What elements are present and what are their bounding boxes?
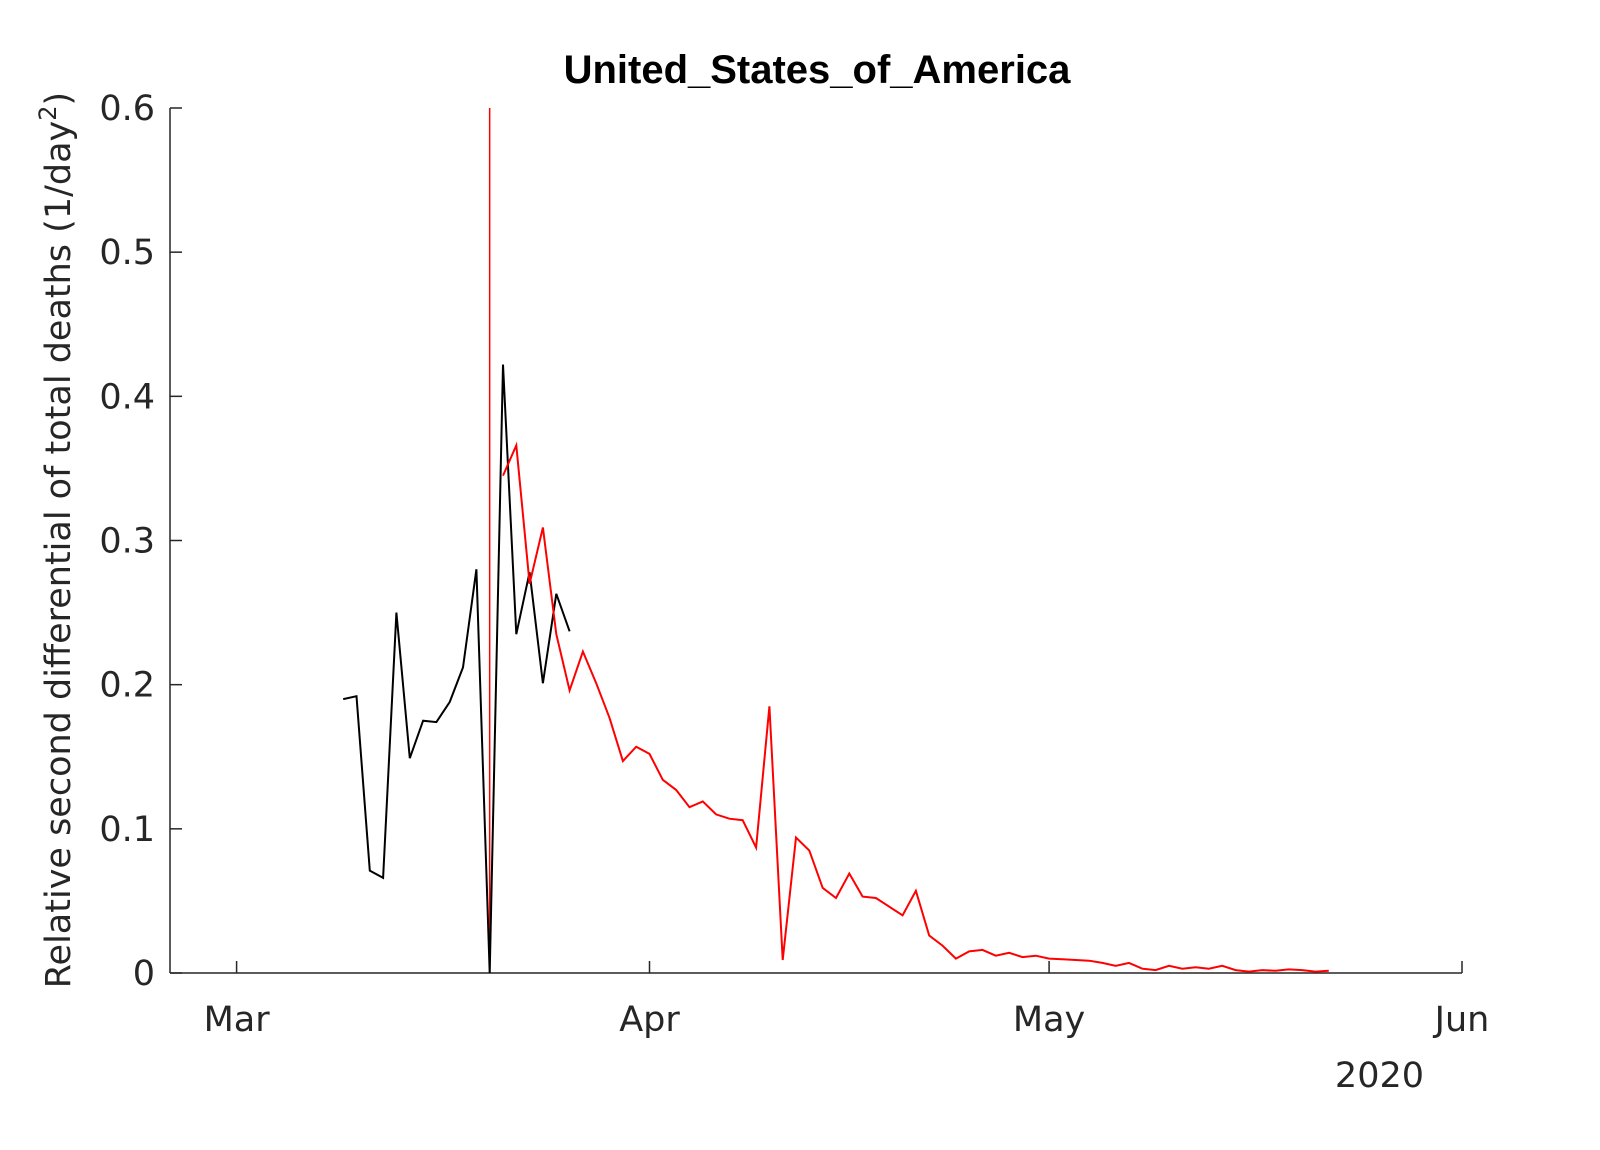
y-tick-label: 0.5 <box>99 233 155 273</box>
y-tick-label: 0.3 <box>99 522 155 562</box>
y-tick-label: 0.2 <box>99 666 155 706</box>
x-tick-label: Mar <box>204 1000 271 1040</box>
y-axis-label: Relative second differential of total de… <box>39 121 79 988</box>
x-tick-label: May <box>1013 1000 1085 1040</box>
svg-text:Relative second differential o: Relative second differential of total de… <box>34 92 79 988</box>
y-axis-label-superscript: 2 <box>34 105 62 120</box>
series-line-2 <box>502 441 1329 973</box>
y-tick-label: 0 <box>133 954 155 994</box>
axes <box>169 108 1462 974</box>
y-tick-label: 0.1 <box>99 810 155 850</box>
x-tick-label: Jun <box>1433 1000 1490 1040</box>
y-axis-label-close: ) <box>39 92 79 106</box>
y-tick-label: 0.4 <box>99 377 155 417</box>
x-ticks: Mar Apr May Jun <box>204 961 1490 1040</box>
y-tick-label: 0.6 <box>99 89 155 129</box>
y-ticks: 0 0.1 0.2 0.3 0.4 0.5 0.6 <box>99 89 182 994</box>
y-axis-title: Relative second differential of total de… <box>34 92 79 988</box>
series-line-1 <box>342 364 571 974</box>
x-tick-label: Apr <box>619 1000 680 1040</box>
chart-title: United_States_of_America <box>564 48 1072 92</box>
plot-marks <box>342 108 1329 974</box>
x-axis-year-label: 2020 <box>1335 1056 1424 1096</box>
